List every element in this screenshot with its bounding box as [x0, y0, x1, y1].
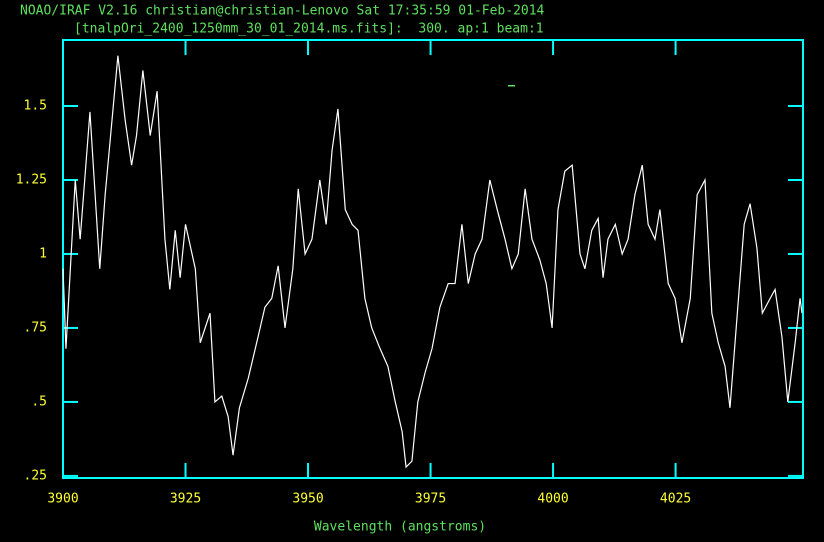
plot-frame	[62, 39, 804, 479]
x-tick-label: 4025	[660, 492, 691, 507]
chart-title: NOAO/IRAF V2.16 christian@christian-Leno…	[20, 4, 545, 19]
y-tick-label: 1.25	[16, 172, 47, 187]
x-tick-label: 3925	[170, 492, 201, 507]
x-tick-label: 3900	[47, 492, 78, 507]
y-tick-label: .75	[24, 320, 47, 335]
y-tick-label: 1.5	[24, 98, 47, 113]
y-tick-label: 1	[39, 246, 47, 261]
chart-subtitle: [tnalpOri_2400_1250mm_30_01_2014.ms.fits…	[74, 22, 544, 37]
cursor-mark	[508, 85, 515, 87]
x-tick-label: 3975	[415, 492, 446, 507]
x-axis-label: Wavelength (angstroms)	[314, 520, 486, 535]
spectrum-line	[62, 55, 803, 469]
x-tick-label: 3950	[292, 492, 323, 507]
y-tick-label: .5	[31, 394, 47, 409]
y-tick-label: .25	[24, 468, 47, 483]
x-tick-label: 4000	[537, 492, 568, 507]
